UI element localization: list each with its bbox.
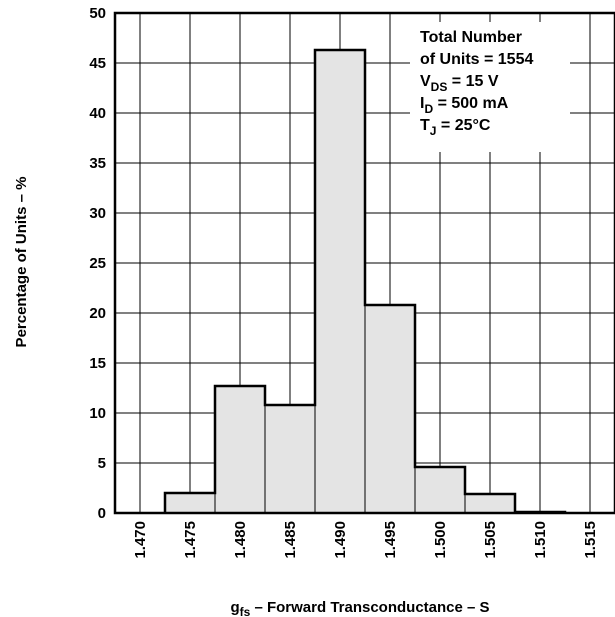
plot-frame [113,11,615,515]
annotation-vds: VDS = 15 V [420,73,499,94]
tj-symbol: T [420,117,430,134]
histogram-bar-4 [365,305,415,513]
x-tick-label-5: 1.495 [382,521,399,559]
annotation-box: Total Number of Units = 1554 VDS = 15 V … [420,29,533,138]
x-tick-label-2: 1.480 [232,521,249,559]
y-tick-label-8: 40 [89,105,106,122]
x-tick-label-3: 1.485 [282,521,299,559]
histogram-bars [163,48,567,514]
y-tick-label-5: 25 [89,255,106,272]
y-tick-label-9: 45 [89,55,106,72]
histogram-bar-3 [315,50,365,513]
annotation-tj: TJ = 25°C [420,117,491,138]
x-tick-label-8: 1.510 [532,521,549,559]
histogram-bar-1 [215,386,265,513]
annotation-id: ID = 500 mA [420,95,509,116]
y-axis-ticks: 0 5 10 15 20 25 30 35 40 45 50 [89,5,106,522]
vds-symbol: V [420,73,431,90]
y-tick-label-2: 10 [89,405,106,422]
histogram-bar-0 [165,493,215,513]
vds-subscript: DS [431,80,448,94]
y-axis-title: Percentage of Units – % [13,177,30,348]
x-axis-subscript: fs [240,605,251,617]
y-tick-label-0: 0 [98,505,106,522]
x-axis-symbol: g [230,599,239,616]
id-symbol: I [420,95,424,112]
y-tick-label-1: 5 [98,455,106,472]
x-axis-title: gfs – Forward Transconductance – S [230,599,489,617]
x-tick-label-9: 1.515 [582,521,599,559]
histogram-bar-6 [465,494,515,513]
x-axis-ticks: 1.470 1.475 1.480 1.485 1.490 1.495 1.500 1.505… [132,521,599,559]
id-value: = 500 mA [433,95,509,112]
histogram-bar-5 [415,467,465,513]
vds-value: = 15 V [447,73,498,90]
x-tick-label-7: 1.505 [482,521,499,559]
y-tick-label-7: 35 [89,155,106,172]
annotation-background [410,22,570,152]
x-tick-label-6: 1.500 [432,521,449,559]
x-tick-label-1: 1.475 [182,521,199,559]
y-tick-label-10: 50 [89,5,106,22]
tj-value: = 25°C [436,117,490,134]
id-subscript: D [424,102,433,116]
x-tick-label-4: 1.490 [332,521,349,559]
annotation-line-1: Total Number [420,29,522,46]
histogram-outline [163,48,567,514]
y-tick-label-6: 30 [89,205,106,222]
histogram-bar-2 [265,405,315,513]
tj-subscript: J [430,124,437,138]
x-axis-rest: – Forward Transconductance – S [250,599,489,616]
y-tick-label-4: 20 [89,305,106,322]
annotation-line-2: of Units = 1554 [420,51,533,68]
x-tick-label-0: 1.470 [132,521,149,559]
y-tick-label-3: 15 [89,355,106,372]
